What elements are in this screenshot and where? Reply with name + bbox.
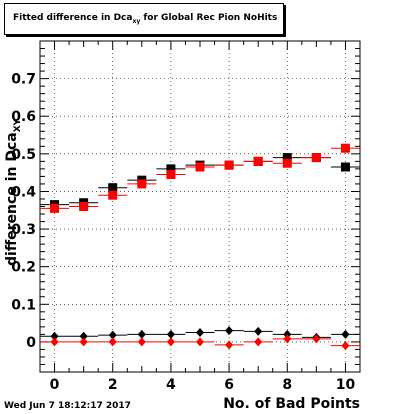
x-tick-label: 4 [166,377,176,393]
x-tick-label: 6 [224,377,234,393]
data-point-diamond [50,331,59,341]
y-tick-label: 0.5 [11,147,36,163]
data-point-square [282,153,292,163]
data-point-square [166,164,176,174]
data-point-diamond [225,326,234,336]
data-point-diamond [79,331,88,341]
data-point-square [340,162,350,172]
data-point-square [79,202,89,211]
y-axis-label-main: difference in Dca [4,131,20,266]
title-suffix: for Global Rec Pion NoHits [140,13,278,23]
data-point-diamond [50,337,59,347]
y-tick-label: 0.7 [11,72,36,88]
x-axis-label: No. of Bad Points [223,396,360,412]
data-point-diamond [166,337,175,347]
data-point-diamond [225,340,234,350]
y-axis-label: difference in DcaXY [4,118,24,286]
y-tick-label: 0.4 [11,184,36,200]
timestamp: Wed Jun 7 18:12:17 2017 [4,401,131,411]
data-point-diamond [254,337,263,347]
y-axis-label-subscript: XY [12,118,23,132]
data-point-diamond [341,341,350,351]
y-tick-label: 0.3 [11,222,36,238]
y-tick-label: 0.6 [11,109,36,125]
data-point-diamond [166,329,175,339]
x-tick-label: 2 [108,377,118,393]
x-tick-label: 8 [282,377,292,393]
data-point-diamond [283,329,292,339]
data-point-diamond [108,337,117,347]
title-prefix: Fitted difference in Dca [13,13,133,23]
data-point-square [224,160,234,170]
y-tick-label: 0.2 [11,260,36,276]
title-box: Fitted difference in Dcaxy for Global Re… [4,3,284,35]
data-point-square [166,170,176,180]
data-point-diamond [254,326,263,336]
data-point-square [282,158,292,168]
data-point-diamond [196,337,204,347]
data-point-diamond [341,329,350,339]
data-point-square [108,183,118,193]
data-point-square [195,162,205,172]
data-point-square [50,203,60,213]
y-tick-label: 0.1 [11,297,36,313]
data-point-diamond [108,330,117,340]
y-tick-label: 0 [26,335,36,351]
x-tick-label: 10 [336,377,356,393]
data-point-square [137,179,147,189]
data-point-diamond [79,337,88,347]
title-subscript: xy [132,17,141,25]
data-point-square [311,153,321,163]
data-point-diamond [137,337,146,347]
data-point-diamond [196,328,204,338]
data-point-square [340,143,350,153]
data-point-diamond [137,329,146,339]
data-point-square [253,156,263,166]
chart-title: Fitted difference in Dcaxy for Global Re… [13,13,277,25]
data-point-square [108,190,118,200]
data-point-diamond [283,334,292,344]
x-tick-label: 0 [50,377,60,393]
data-point-diamond [312,334,321,344]
